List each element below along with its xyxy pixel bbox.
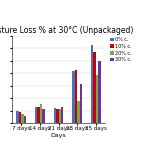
- Bar: [40, 104, 42, 123]
- Bar: [21, 114, 24, 123]
- Bar: [75, 70, 77, 123]
- X-axis label: Days: Days: [51, 133, 66, 138]
- Bar: [37, 107, 40, 123]
- Bar: [98, 61, 101, 123]
- Bar: [96, 75, 98, 123]
- Bar: [58, 109, 61, 123]
- Bar: [56, 109, 58, 123]
- Bar: [16, 111, 19, 123]
- Bar: [24, 116, 26, 123]
- Bar: [42, 109, 45, 123]
- Bar: [91, 45, 93, 123]
- Bar: [72, 71, 75, 123]
- Legend: 0% c., 10% c., 20% c., 30% c.: 0% c., 10% c., 20% c., 30% c.: [109, 37, 132, 63]
- Title: Moisture Loss % at 30°C (Unpackaged): Moisture Loss % at 30°C (Unpackaged): [0, 26, 133, 35]
- Bar: [80, 84, 82, 123]
- Bar: [61, 107, 63, 123]
- Bar: [77, 101, 80, 123]
- Bar: [54, 108, 56, 123]
- Bar: [93, 52, 96, 123]
- Bar: [35, 107, 37, 123]
- Bar: [19, 112, 21, 123]
